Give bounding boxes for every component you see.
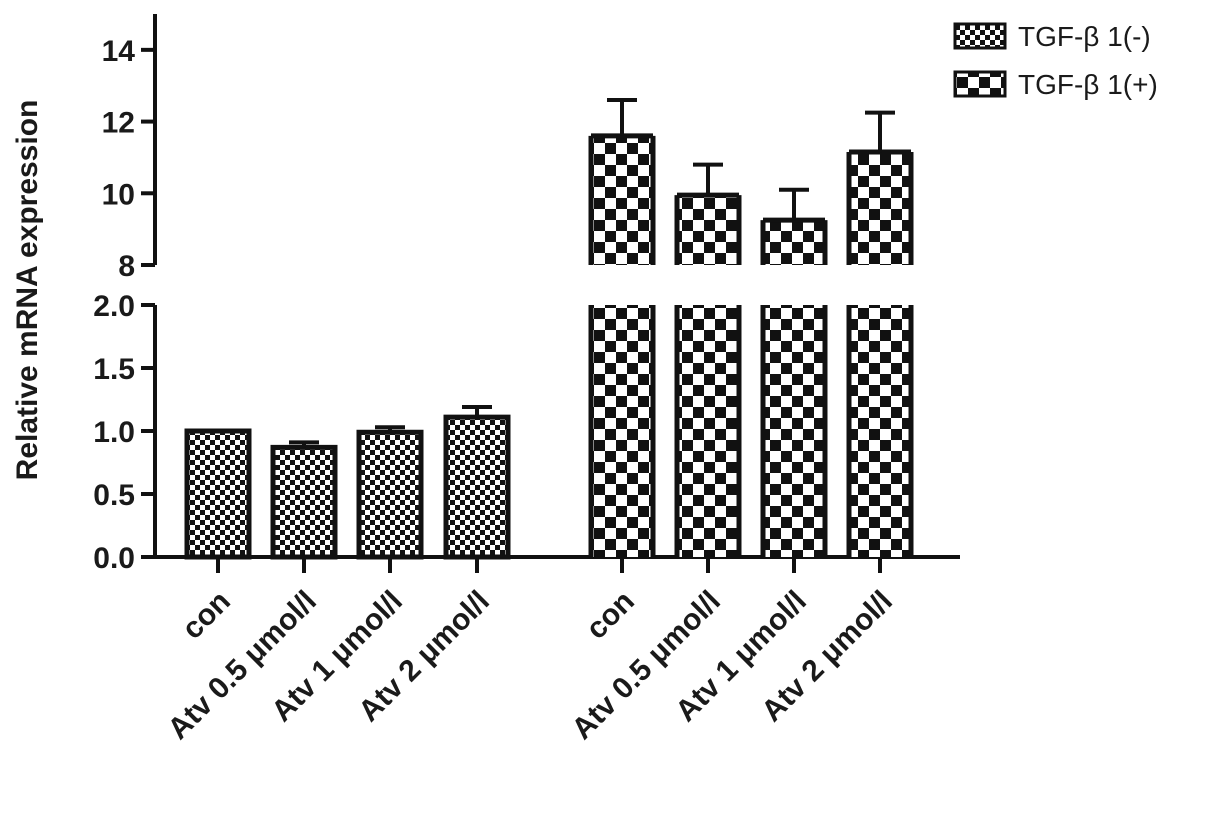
- category-label: Atv 0.5 μmol/l: [162, 585, 323, 746]
- bar-s1-4: [443, 414, 511, 560]
- bar-s2-4-lower-fill: [849, 305, 911, 557]
- bar-s1-2: [270, 444, 338, 560]
- bar-s2-2-lower-fill: [677, 305, 739, 557]
- legend-swatch-2: [953, 70, 1007, 98]
- bar-s2-1-lower-fill: [591, 305, 653, 557]
- y-tick-label: 0.5: [93, 479, 135, 512]
- y-axis-title: Relative mRNA expression: [11, 100, 44, 481]
- legend-swatch-1: [953, 22, 1007, 50]
- y-tick-label: 1.5: [93, 353, 135, 386]
- y-tick-label: 2.0: [93, 290, 135, 323]
- y-tick-label: 14: [102, 35, 136, 68]
- bar-s1-3: [356, 429, 424, 560]
- bar-s1-1: [184, 428, 252, 560]
- bar-s2-2-upper-fill: [677, 195, 739, 265]
- y-tick-label: 1.0: [93, 416, 135, 449]
- bar-s2-1-upper-fill: [591, 135, 653, 265]
- category-label: con: [176, 585, 237, 646]
- y-tick-label: 10: [102, 178, 135, 211]
- bar-s2-3-upper-fill: [763, 220, 825, 265]
- category-label: Atv 0.5 μmol/l: [566, 585, 727, 746]
- y-tick-label: 8: [118, 250, 135, 283]
- bars: [184, 98, 914, 573]
- legend: TGF-β 1(-) TGF-β 1(+): [953, 21, 1158, 100]
- category-label: con: [580, 585, 641, 646]
- legend-label-1: TGF-β 1(-): [1018, 21, 1151, 52]
- y-tick-label: 0.0: [93, 542, 135, 575]
- bar-s2-3-lower-fill: [763, 305, 825, 557]
- bar-s2-4-upper-fill: [849, 152, 911, 265]
- y-tick-label: 12: [102, 107, 135, 140]
- legend-label-2: TGF-β 1(+): [1018, 69, 1158, 100]
